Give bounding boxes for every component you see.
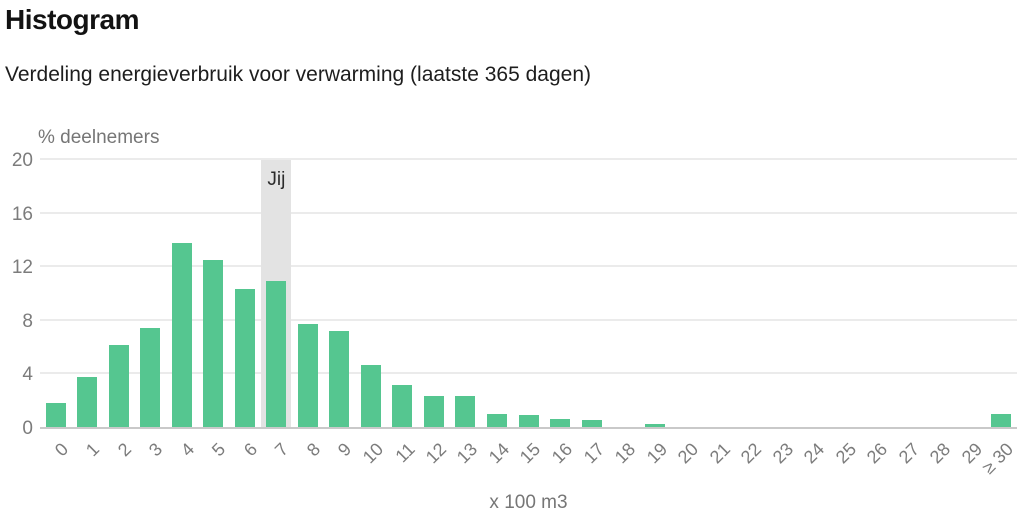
histogram-bar-≥ 30 (991, 413, 1012, 427)
histogram-bar-16 (550, 418, 571, 427)
x-tick-label-18: 18 (610, 439, 640, 468)
histogram-bar-2 (108, 345, 129, 427)
histogram-bar-14 (486, 413, 507, 427)
y-tick-label-8: 8 (22, 310, 33, 332)
x-tick-label-27: 27 (894, 439, 923, 468)
y-axis-title: % deelnemers (38, 127, 160, 148)
x-tick-label-0: 0 (50, 439, 72, 461)
x-tick-label-16: 16 (547, 439, 577, 468)
histogram-bar-1 (77, 377, 98, 427)
gridline-y-4 (40, 372, 1017, 375)
histogram-bar-5 (203, 259, 224, 427)
x-tick-label-10: 10 (358, 439, 388, 468)
x-tick-label-22: 22 (736, 439, 766, 468)
histogram-bar-12 (423, 396, 444, 427)
x-tick-label-15: 15 (516, 439, 545, 468)
y-axis-tick-labels: 0 4 8 12 16 20 (0, 151, 36, 439)
x-tick-label-4: 4 (176, 439, 198, 461)
x-tick-label-7: 7 (271, 439, 293, 461)
histogram-bar-9 (329, 330, 350, 427)
x-tick-label-3: 3 (145, 439, 167, 461)
x-tick-label-8: 8 (302, 439, 325, 461)
your-position-label: Jij (267, 169, 286, 190)
x-tick-label-24: 24 (799, 439, 829, 468)
histogram-bar-0 (45, 402, 66, 427)
histogram-bar-8 (297, 323, 318, 427)
x-tick-label-5: 5 (208, 439, 230, 461)
x-axis-tick-labels: 0 1 2 3 4 5 6 7 8 9 10 11 12 13 14 15 16 17 18 19 20 21 22 23 24… (40, 429, 1018, 479)
x-tick-label-13: 13 (453, 439, 482, 468)
x-tick-label-12: 12 (421, 439, 451, 468)
x-tick-label-9: 9 (334, 439, 356, 461)
y-tick-label-20: 20 (11, 150, 33, 171)
y-tick-label-12: 12 (11, 257, 33, 279)
histogram-bar-15 (518, 414, 539, 427)
x-tick-label-2: 2 (113, 439, 135, 461)
page-title: Histogram (5, 4, 139, 35)
histogram-bar-4 (171, 243, 192, 427)
x-tick-label-20: 20 (673, 439, 703, 468)
histogram-bar-11 (392, 385, 413, 427)
x-tick-label-6: 6 (239, 439, 261, 461)
x-axis-title: x 100 m3 (489, 492, 568, 513)
histogram-bar-7 (266, 280, 287, 427)
gridline-y-20 (40, 158, 1017, 160)
x-tick-label-19: 19 (642, 439, 671, 468)
gridline-y-12 (40, 265, 1017, 268)
x-tick-label-14: 14 (484, 439, 514, 468)
histogram-bar-6 (234, 288, 255, 427)
x-tick-label-23: 23 (768, 439, 797, 468)
x-tick-label-11: 11 (391, 439, 419, 467)
x-tick-label-26: 26 (863, 439, 892, 468)
x-tick-label-28: 28 (926, 439, 955, 468)
y-tick-label-16: 16 (11, 203, 33, 225)
x-tick-label-1: 1 (82, 439, 104, 461)
chart-subtitle: Verdeling energieverbruik voor verwarmin… (5, 63, 591, 86)
x-tick-label-25: 25 (831, 439, 860, 468)
x-tick-label-≥ 30: ≥ 30 (978, 439, 1018, 478)
histogram-bar-19 (644, 424, 665, 427)
gridline-y-8 (40, 318, 1017, 321)
histogram-bar-17 (581, 420, 602, 427)
y-tick-label-4: 4 (22, 364, 33, 386)
x-tick-label-21: 21 (705, 439, 734, 468)
histogram-bar-3 (140, 327, 161, 427)
histogram-bar-13 (455, 396, 476, 427)
plot-area: Jij (40, 158, 1017, 429)
y-tick-label-0: 0 (22, 418, 33, 439)
histogram-bar-10 (360, 365, 381, 427)
gridline-y-16 (40, 211, 1017, 214)
x-tick-label-17: 17 (579, 439, 608, 468)
